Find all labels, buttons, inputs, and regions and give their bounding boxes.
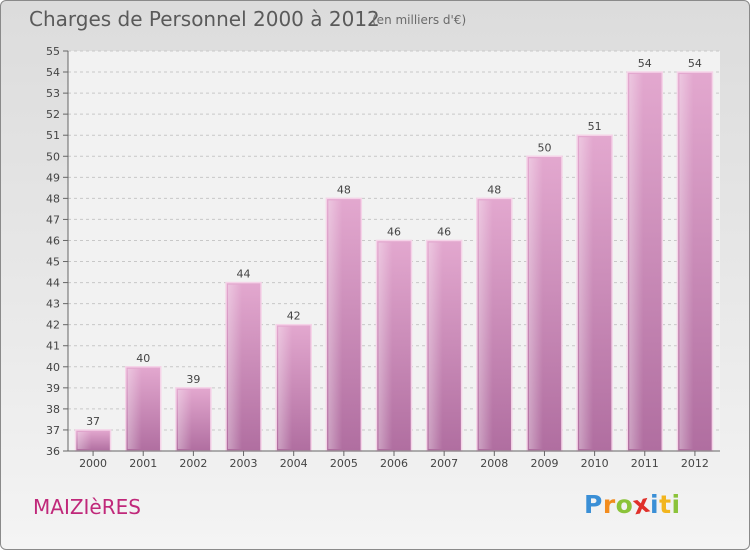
y-tick-label: 43 [46,298,60,311]
y-tick-label: 46 [46,234,60,247]
y-tick-label: 52 [46,108,60,121]
x-tick-label: 2004 [280,457,308,470]
y-tick-label: 50 [46,150,60,163]
bars: 37 40 39 44 42 48 46 46 48 50 51 54 54 [74,57,714,452]
data-label: 50 [537,141,551,154]
bar-highlight [127,368,142,449]
x-tick-label: 2012 [681,457,709,470]
y-tick-label: 36 [46,445,60,458]
data-label: 42 [287,310,301,323]
bar-highlight [278,326,293,449]
bar-highlight [528,158,543,449]
x-tick-label: 2006 [380,457,408,470]
data-label: 39 [186,373,200,386]
x-axis: 2000 2001 2002 2003 2004 2005 2006 2007 2008 2009… [68,450,720,470]
bar-highlight [328,200,343,449]
data-label: 48 [337,183,351,196]
bar-highlight [629,74,644,449]
proxiti-logo: Proxiti [584,489,681,521]
logo-letter: P [584,490,603,519]
bar-highlight [428,242,443,449]
data-label: 46 [437,225,451,238]
y-tick-label: 44 [46,277,60,290]
y-tick-label: 41 [46,340,60,353]
y-tick-label: 37 [46,424,60,437]
data-label: 54 [638,57,652,70]
chart-title: Charges de Personnel 2000 à 2012 [29,7,380,31]
y-tick-label: 48 [46,192,60,205]
y-tick-label: 53 [46,87,60,100]
bar-highlight [579,137,594,450]
y-tick-label: 40 [46,361,60,374]
bar-highlight [679,74,694,449]
data-label: 51 [588,120,602,133]
y-tick-label: 51 [46,129,60,142]
bar-highlight [228,284,243,449]
y-tick-label: 45 [46,256,60,269]
data-label: 37 [86,415,100,428]
y-tick-label: 55 [46,45,60,58]
data-label: 44 [237,268,251,281]
chart-subtitle: (en milliers d'€) [372,13,467,27]
x-tick-label: 2010 [581,457,609,470]
bar-highlight [478,200,493,449]
x-tick-label: 2002 [179,457,207,470]
logo-letter: r [602,490,616,519]
data-label: 46 [387,225,401,238]
x-tick-label: 2005 [330,457,358,470]
x-tick-label: 2011 [631,457,659,470]
bar-highlight [77,431,92,449]
y-tick-label: 42 [46,319,60,332]
x-tick-label: 2009 [530,457,558,470]
x-tick-label: 2008 [480,457,508,470]
x-tick-label: 2003 [230,457,258,470]
data-label: 54 [688,57,702,70]
x-tick-label: 2001 [129,457,157,470]
commune-name: MAIZIèRES [33,495,141,519]
bar-highlight [378,242,393,449]
data-label: 48 [487,183,501,196]
y-tick-label: 47 [46,213,60,226]
logo-letter: i [650,490,660,519]
logo-letter: i [671,490,681,519]
logo-letter: t [659,490,672,519]
x-tick-label: 2007 [430,457,458,470]
y-tick-label: 38 [46,403,60,416]
y-tick-label: 54 [46,66,60,79]
x-tick-label: 2000 [79,457,107,470]
y-tick-label: 39 [46,382,60,395]
y-axis: 36 37 38 39 40 41 42 43 44 45 46 47 48 49 50 51 52 53 54 55 [46,45,69,458]
bar-highlight [177,389,192,449]
y-tick-label: 49 [46,171,60,184]
data-label: 40 [136,352,150,365]
logo-letter: o [615,490,634,519]
